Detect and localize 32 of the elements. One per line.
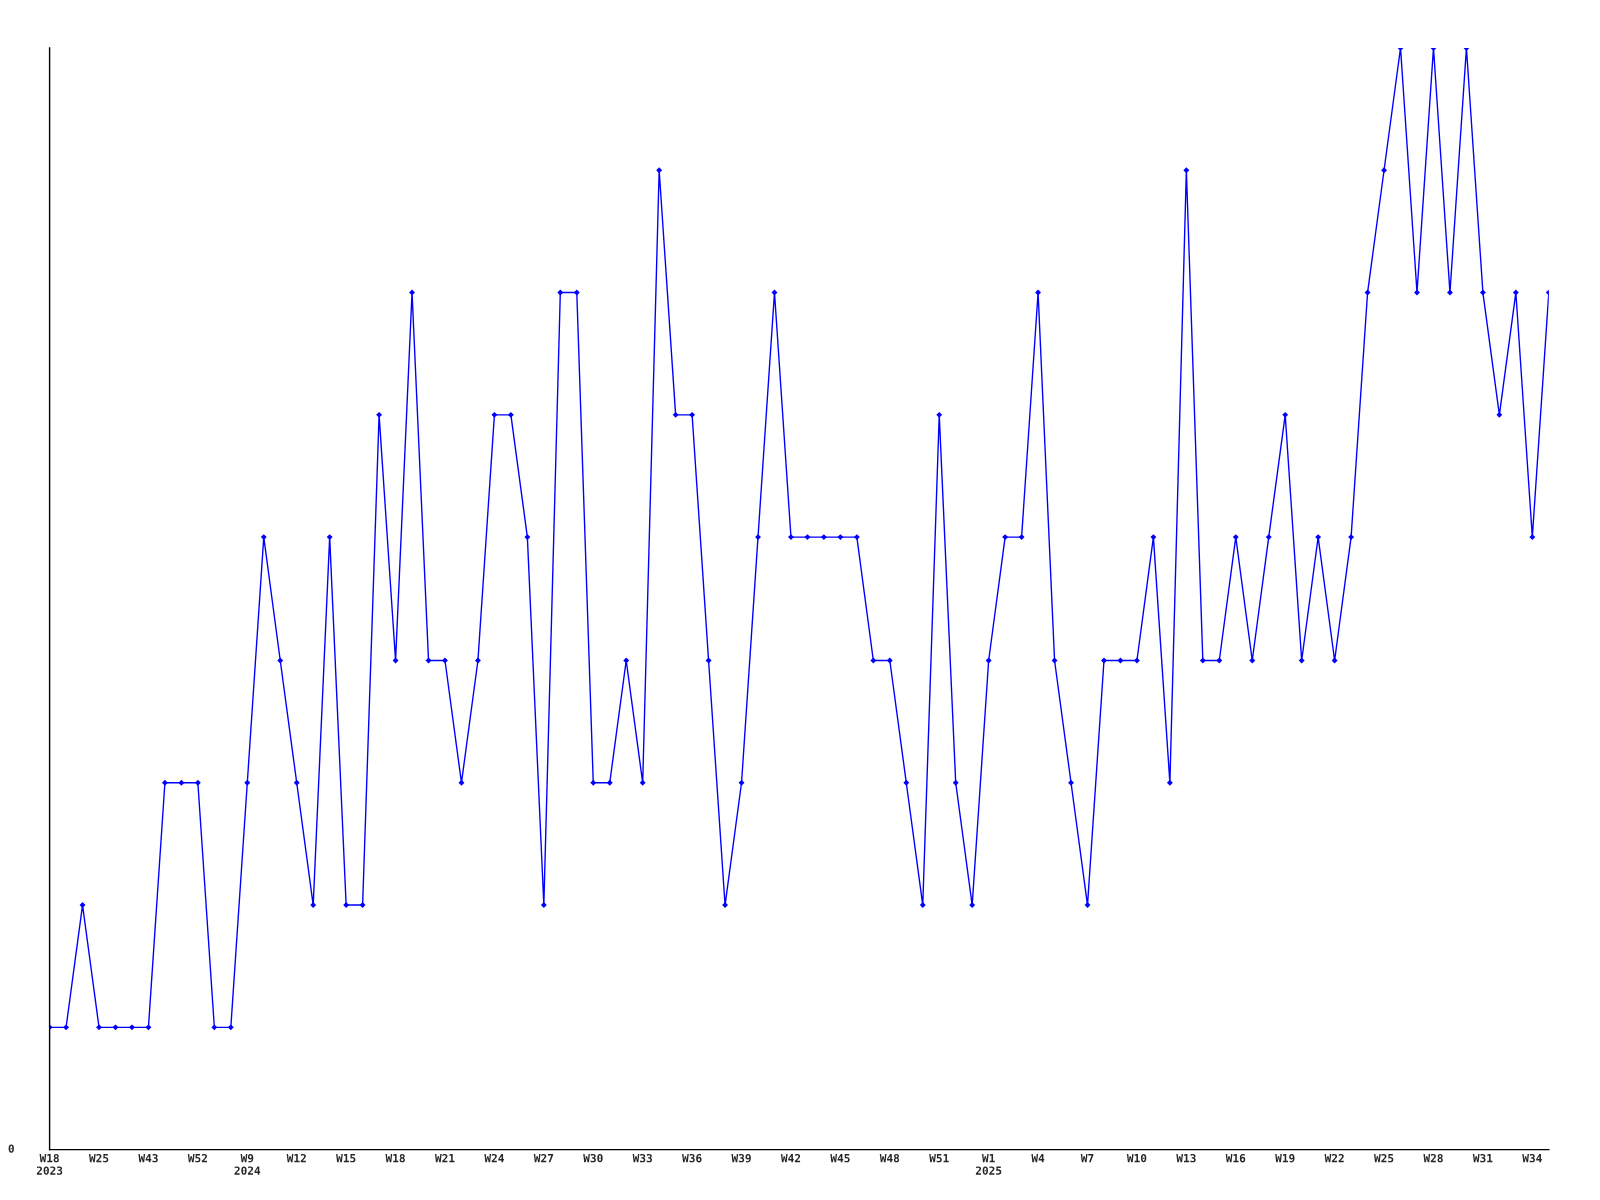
x-tick-label: W21 xyxy=(434,1153,455,1163)
x-tick-label: W19 xyxy=(1275,1154,1295,1163)
x-tick-label: W7 xyxy=(1080,1154,1094,1163)
x-tick-label: W48 xyxy=(879,1153,900,1163)
x-tick-label: W31 xyxy=(1472,1153,1493,1163)
x-tick-label: W1 2025 xyxy=(975,1154,1002,1175)
text: 0 xyxy=(8,1144,14,1153)
x-tick-label: W25 xyxy=(88,1153,109,1163)
x-tick-label: W34 xyxy=(1522,1153,1542,1163)
x-tick-label: W9 2024 xyxy=(234,1154,261,1175)
x-tick-label: W16 xyxy=(1225,1153,1246,1163)
x-tick-label: W27 xyxy=(533,1153,554,1163)
x-tick-label: W10 xyxy=(1126,1153,1147,1163)
x-tick-label: W12 xyxy=(286,1153,306,1163)
x-tick-label: W28 xyxy=(1423,1153,1443,1163)
x-tick-label: W13 xyxy=(1176,1153,1196,1163)
x-tick-label: W39 xyxy=(731,1153,751,1163)
x-tick-label: W30 xyxy=(583,1153,603,1163)
x-tick-label: W22 xyxy=(1324,1153,1344,1163)
x-tick-label: W42 xyxy=(780,1153,801,1163)
x-tick-label: W15 xyxy=(336,1154,356,1163)
x-tick-label: W4 xyxy=(1031,1154,1045,1163)
x-tick-label: W18 xyxy=(385,1153,405,1163)
x-tick-label: W36 xyxy=(682,1153,702,1163)
x-tick-label: W24 xyxy=(484,1153,504,1163)
x-tick-label: W18 2023 xyxy=(36,1153,63,1175)
x-tick-label: W25 xyxy=(1374,1153,1394,1163)
x-tick-label: W52 xyxy=(187,1153,207,1163)
x-tick-label: W51 xyxy=(929,1154,949,1163)
x-tick-label: W43 xyxy=(138,1153,158,1163)
x-tick-label: W45 xyxy=(830,1154,850,1163)
x-tick-label: W33 xyxy=(632,1153,652,1163)
